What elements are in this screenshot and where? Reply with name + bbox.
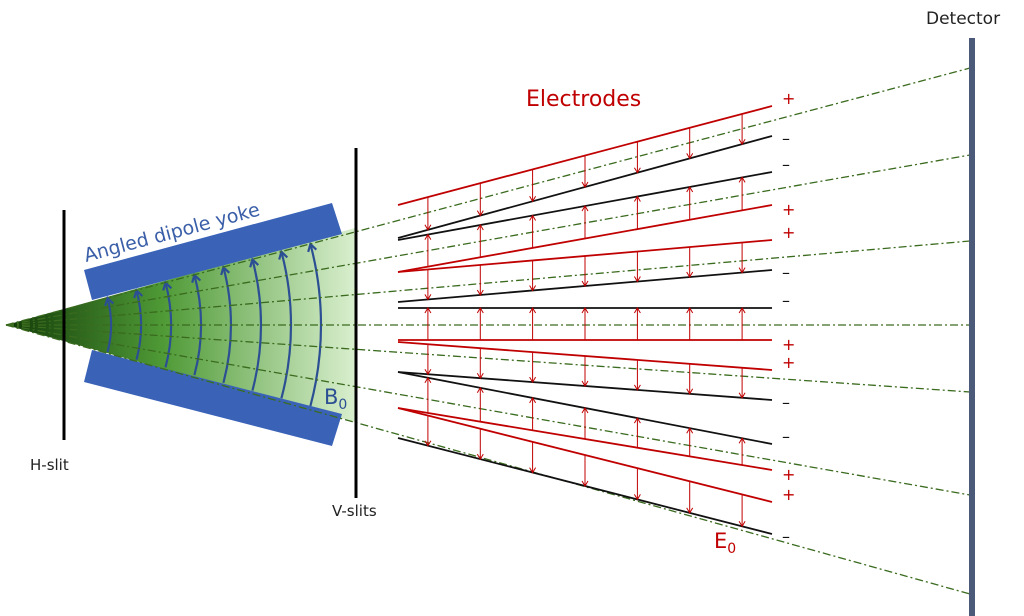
- e-field-arrowhead: [424, 224, 432, 231]
- e-field-arrowhead: [686, 507, 694, 514]
- e-field-arrowhead: [686, 186, 694, 193]
- v-slits-label: V-slits: [332, 502, 377, 520]
- beam-line: [5, 154, 971, 326]
- detector-label: Detector: [926, 9, 1000, 29]
- e-field-arrowhead: [424, 233, 432, 240]
- polarity-plus: +: [782, 89, 795, 108]
- e-field-arrowhead: [633, 195, 641, 202]
- polarity-minus: –: [782, 527, 790, 546]
- yoke-lower-pole: [84, 350, 342, 446]
- polarity-minus: –: [782, 291, 790, 310]
- e-field-arrowhead: [738, 307, 746, 314]
- e-field-arrowhead: [738, 176, 746, 183]
- e-field-arrowhead: [476, 453, 484, 461]
- beam-line: [5, 240, 971, 326]
- e-field-arrowhead: [424, 294, 432, 301]
- e-field-arrowhead: [686, 388, 694, 395]
- electrode-pair: +–: [397, 89, 795, 239]
- e-field-arrowhead: [529, 214, 537, 221]
- field-line: [106, 297, 113, 353]
- e-field-arrowhead: [633, 276, 641, 283]
- field-region: [6, 228, 355, 422]
- e-field-arrowhead: [581, 407, 589, 414]
- e-field-arrowhead: [529, 396, 537, 404]
- e-field-arrowhead: [476, 224, 484, 231]
- e-field-arrowhead: [633, 494, 641, 501]
- e-field-arrowhead: [738, 267, 746, 274]
- polarity-minus: –: [782, 427, 790, 446]
- beam-line: [5, 324, 971, 595]
- polarity-plus: +: [782, 335, 795, 354]
- h-slit-label: H-slit: [30, 456, 69, 474]
- e-field-arrowhead: [529, 467, 537, 474]
- e-field-arrowhead: [686, 271, 694, 278]
- e-field-arrowhead: [581, 205, 589, 212]
- electrode-pair: +–: [397, 223, 795, 303]
- polarity-minus: –: [782, 155, 790, 174]
- e-field-arrowhead: [581, 181, 589, 188]
- b-field-subscript: 0: [338, 397, 347, 413]
- e-field-arrowhead: [476, 307, 484, 314]
- electrode-array: +–+–+–+–+–+–+–: [397, 89, 795, 546]
- polarity-minus: –: [782, 393, 790, 412]
- polarity-plus: +: [782, 485, 795, 504]
- beam-trajectories: [5, 67, 971, 595]
- beam-line: [5, 324, 971, 496]
- e-field-arrowhead: [476, 210, 484, 217]
- e-field-arrowhead: [633, 307, 641, 314]
- e-field-arrowhead: [581, 480, 589, 487]
- polarity-plus: +: [782, 223, 795, 242]
- field-line: [309, 243, 323, 407]
- e-field-arrowhead: [529, 376, 537, 384]
- e-field-arrowhead: [738, 521, 746, 528]
- e-field-arrowhead: [738, 437, 746, 444]
- e-field-arrowhead: [738, 392, 746, 399]
- e-field-arrowhead: [424, 368, 432, 376]
- polarity-plus: +: [782, 465, 795, 484]
- beam-line: [5, 324, 971, 393]
- b-field-symbol: B: [324, 385, 338, 409]
- e-field-arrowhead: [633, 167, 641, 174]
- electrode-pair: +–: [397, 341, 795, 412]
- e-field-symbol: E: [714, 529, 727, 553]
- beam-line: [5, 67, 971, 326]
- electrode-pair: +–: [397, 407, 795, 546]
- e-field-arrowhead: [476, 289, 484, 296]
- polarity-minus: –: [782, 129, 790, 148]
- e-field-arrowhead: [529, 307, 537, 314]
- polarity-plus: +: [782, 200, 795, 219]
- e-field-subscript: 0: [727, 541, 736, 557]
- e-field-arrowhead: [476, 372, 484, 380]
- field-line-arrowhead: [249, 257, 260, 268]
- e-field-arrowhead: [424, 376, 432, 384]
- field-line-arrowhead: [307, 241, 318, 253]
- e-field-arrowhead: [476, 386, 484, 394]
- electrodes-label: Electrodes: [526, 87, 641, 112]
- electrode-pair: +–: [398, 291, 795, 354]
- e-field-arrowhead: [424, 307, 432, 314]
- polarity-minus: –: [782, 263, 790, 282]
- e-field-arrowhead: [581, 380, 589, 387]
- e-field-arrowhead: [581, 280, 589, 287]
- field-line: [251, 259, 263, 391]
- e-field-label: E0: [714, 529, 736, 557]
- e-field-arrowhead: [738, 138, 746, 146]
- b-field-label: B0: [324, 385, 347, 413]
- e-field-arrowhead: [686, 153, 694, 160]
- e-field-arrowhead: [686, 427, 694, 434]
- e-field-arrowhead: [633, 417, 641, 424]
- electrode-pair: +–: [397, 371, 795, 484]
- e-field-arrowhead: [581, 307, 589, 314]
- e-field-arrowhead: [424, 440, 432, 447]
- polarity-plus: +: [782, 353, 795, 372]
- e-field-arrowhead: [633, 384, 641, 391]
- yoke-upper-pole: [84, 203, 342, 300]
- e-field-arrowhead: [529, 285, 537, 292]
- electrode-pair: +–: [397, 155, 795, 273]
- e-field-arrowhead: [529, 196, 537, 203]
- field-line-arrowhead: [104, 295, 115, 307]
- e-field-arrowhead: [686, 307, 694, 314]
